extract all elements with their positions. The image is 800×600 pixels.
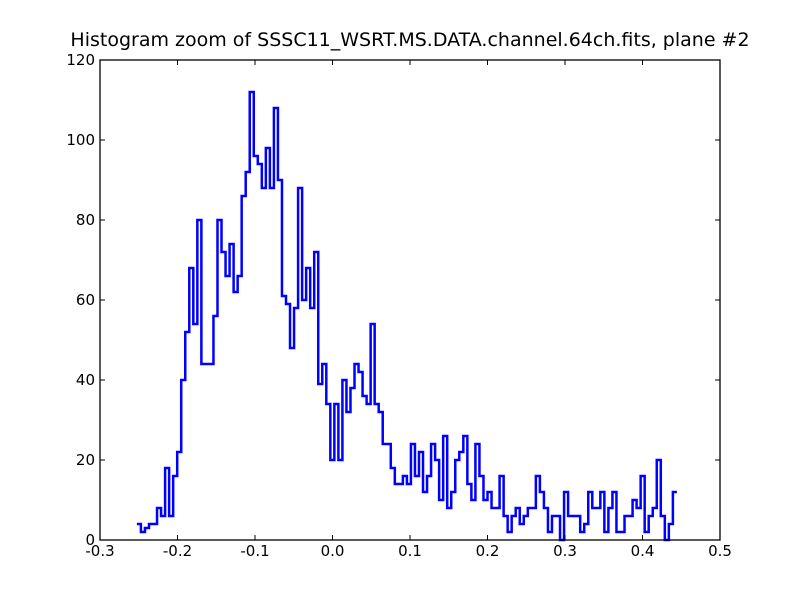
axes-frame — [99, 59, 721, 541]
x-tick-label: 0.0 — [321, 542, 345, 560]
x-tick-label: -0.1 — [240, 542, 269, 560]
y-tick-label: 60 — [76, 291, 95, 309]
y-tick-label: 120 — [66, 51, 95, 69]
y-tick-label: 20 — [76, 451, 95, 469]
y-tick-labels: 0 20 40 60 80 100 120 — [66, 51, 95, 549]
x-tick-label: 0.3 — [553, 542, 577, 560]
histogram-step-line — [136, 90, 677, 542]
x-tick-label: 0.4 — [631, 542, 655, 560]
y-tick-label: 40 — [76, 371, 95, 389]
x-tick-label: -0.3 — [85, 542, 114, 560]
x-tick-labels: -0.3 -0.2 -0.1 0.0 0.1 0.2 0.3 0.4 0.5 — [85, 542, 732, 560]
chart-title: Histogram zoom of SSSC11_WSRT.MS.DATA.ch… — [70, 29, 749, 51]
y-tick-label: 80 — [76, 211, 95, 229]
x-tick-label: 0.1 — [398, 542, 422, 560]
x-tick-label: 0.5 — [708, 542, 732, 560]
y-tick-label: 100 — [66, 131, 95, 149]
y-tick-label: 0 — [85, 531, 95, 549]
plot-area — [136, 90, 677, 542]
x-tick-label: -0.2 — [163, 542, 192, 560]
x-tick-label: 0.2 — [476, 542, 500, 560]
